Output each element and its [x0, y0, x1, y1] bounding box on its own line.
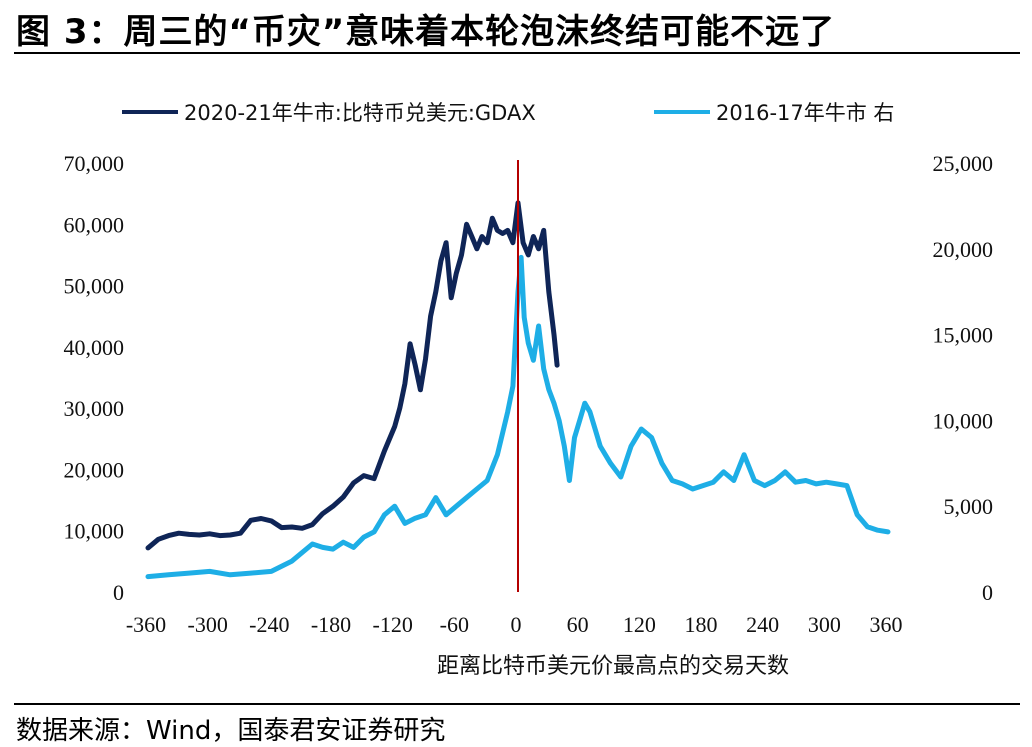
y-axis-right: 0 5,000 10,000 15,000 20,000 25,000 [933, 151, 994, 605]
series-layer [145, 200, 891, 580]
y-left-tick-label: 40,000 [64, 335, 125, 360]
x-tick-label: -240 [249, 612, 289, 637]
y-right-tick-label: 15,000 [933, 323, 994, 348]
x-tick-label: -120 [373, 612, 413, 637]
line-chart: 2020-21年牛市:比特币兑美元:GDAX 2016-17年牛市 右 0 10,… [64, 101, 994, 679]
x-axis-label: 距离比特币美元价最高点的交易天数 [437, 654, 789, 679]
x-tick-label: 240 [746, 612, 779, 637]
legend-label-2016: 2016-17年牛市 右 [716, 101, 894, 125]
title-rule [14, 52, 1020, 54]
y-left-tick-label: 20,000 [64, 457, 125, 482]
chart-legend: 2020-21年牛市:比特币兑美元:GDAX 2016-17年牛市 右 [122, 101, 894, 125]
y-left-tick-label: 70,000 [64, 151, 125, 176]
source-rule [14, 703, 1020, 705]
x-tick-label: 180 [685, 612, 718, 637]
y-right-tick-label: 25,000 [933, 151, 994, 176]
x-tick-label: -300 [188, 612, 228, 637]
x-tick-label: -180 [311, 612, 351, 637]
y-right-tick-label: 0 [982, 580, 993, 605]
x-axis: -360 -300 -240 -180 -120 -60 0 60 120 180 240 300 36… [126, 612, 903, 637]
x-tick-label: 60 [567, 612, 589, 637]
x-tick-label: 360 [870, 612, 903, 637]
x-tick-label: -60 [440, 612, 469, 637]
y-left-tick-label: 0 [113, 580, 124, 605]
series-line-2020-21 [145, 200, 560, 551]
y-axis-left: 0 10,000 20,000 30,000 40,000 50,000 60,000 70,… [64, 151, 125, 605]
y-right-tick-label: 5,000 [944, 494, 994, 519]
x-tick-label: 300 [808, 612, 841, 637]
figure-title: 图 3：周三的“币灾”意味着本轮泡沫终结可能不远了 [16, 12, 836, 52]
series-line-2016-17 [145, 254, 891, 580]
y-left-tick-label: 10,000 [64, 519, 125, 544]
y-left-tick-label: 30,000 [64, 396, 125, 421]
y-left-tick-label: 50,000 [64, 274, 125, 299]
y-right-tick-label: 20,000 [933, 237, 994, 262]
y-right-tick-label: 10,000 [933, 408, 994, 433]
x-tick-label: 120 [623, 612, 656, 637]
x-tick-label: 0 [511, 612, 522, 637]
legend-label-2020: 2020-21年牛市:比特币兑美元:GDAX [184, 101, 536, 125]
x-tick-label: -360 [126, 612, 166, 637]
y-left-tick-label: 60,000 [64, 212, 125, 237]
